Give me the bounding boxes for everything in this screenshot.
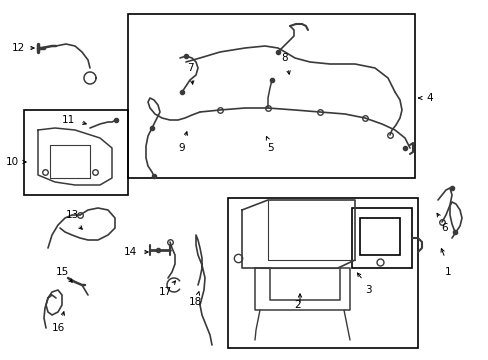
Text: 2: 2 [294,300,301,310]
Text: 12: 12 [11,43,24,53]
Text: 13: 13 [65,210,79,220]
Bar [24,110,128,195]
Text: 14: 14 [123,247,136,257]
Text: 9: 9 [178,143,185,153]
Text: 1: 1 [444,267,450,277]
Text: 10: 10 [5,157,19,167]
Bar [351,208,411,268]
Text: 7: 7 [186,63,193,73]
Bar [227,198,417,348]
Text: 16: 16 [51,323,64,333]
Text: 6: 6 [441,223,447,233]
Text: 17: 17 [158,287,171,297]
Text: 5: 5 [266,143,273,153]
Text: 4: 4 [426,93,432,103]
Text: 8: 8 [281,53,288,63]
Bar [359,218,399,255]
Text: 11: 11 [61,115,75,125]
Text: 18: 18 [188,297,201,307]
Text: 3: 3 [364,285,370,295]
Bar [128,14,414,178]
Text: 15: 15 [55,267,68,277]
